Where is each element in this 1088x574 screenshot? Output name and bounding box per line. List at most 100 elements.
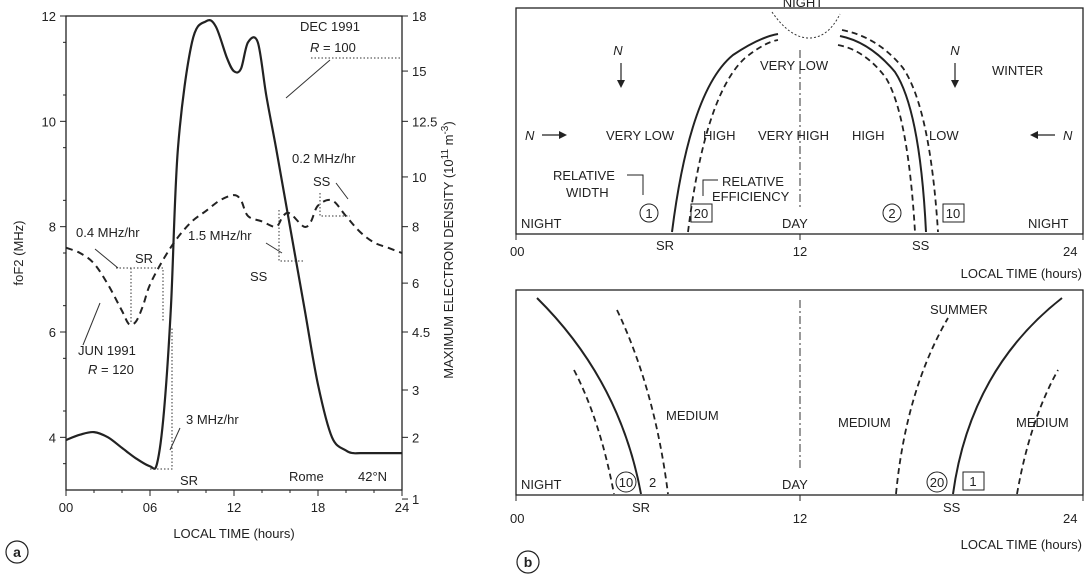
winter-night-top: NIGHT — [783, 0, 824, 10]
a-y-tick-label: 6 — [49, 325, 56, 340]
winter-season: WINTER — [992, 63, 1043, 78]
label-dec-1991: DEC 1991 — [300, 19, 360, 34]
guide-sr-jun-top — [116, 267, 164, 322]
label-ss-jun: SS — [313, 174, 331, 189]
summer-curve-right-dashed-outer — [895, 317, 949, 495]
winter-curve-right-solid — [839, 35, 927, 233]
winter-ss: SS — [912, 238, 930, 253]
label-sr-dec: SR — [180, 473, 198, 488]
winter-curve-left-solid — [671, 33, 779, 233]
winter-tick-24: 24 — [1063, 244, 1077, 259]
summer-box-1 — [962, 471, 985, 491]
a-x-tick-label: 12 — [227, 500, 241, 515]
summer-medium-2: MEDIUM — [838, 415, 891, 430]
winter-x-ticks — [515, 234, 1084, 240]
label-15-mhz: 1.5 MHz/hr — [188, 228, 252, 243]
summer-medium-3: MEDIUM — [1016, 415, 1069, 430]
a-x-tick-label: 18 — [311, 500, 325, 515]
winter-arrow-down-right-head — [951, 80, 959, 88]
panel-a-series — [65, 19, 403, 470]
summer-x-axis-title: LOCAL TIME (hours) — [961, 537, 1082, 552]
a-y2-tick-label: 15 — [412, 64, 426, 79]
winter-night-right: NIGHT — [1028, 216, 1069, 231]
winter-arrow-down-left-head — [617, 80, 625, 88]
a-y2-tick-label: 18 — [412, 9, 426, 24]
a-x-tick-label: 06 — [143, 500, 157, 515]
winter-box-10-text: 10 — [946, 206, 960, 221]
leader-jun — [82, 302, 101, 346]
leader-02 — [335, 182, 349, 200]
winter-box-10 — [942, 203, 965, 223]
winter-circle-1 — [639, 203, 659, 223]
panel-a-x-ticks: 00 06 12 18 24 — [59, 490, 409, 515]
a-y2-tick-label: 6 — [412, 276, 419, 291]
winter-relative-eff-1: RELATIVE — [722, 174, 784, 189]
a-y-tick-label: 8 — [49, 220, 56, 235]
a-y2-tick-label: 3 — [412, 383, 419, 398]
winter-n-top-left: N — [613, 43, 623, 58]
panel-a-x-axis-title: LOCAL TIME (hours) — [173, 526, 294, 541]
panel-b-label: b — [524, 554, 533, 570]
panel-a-y-ticks: 4 6 8 10 12 — [42, 9, 66, 465]
panel-a-badge — [5, 540, 29, 564]
label-dec-r: R = 100 — [310, 40, 356, 55]
guide-sr-dec — [150, 327, 173, 470]
winter-night-arc — [771, 11, 841, 39]
a-y2-tick-label: 8 — [412, 220, 419, 235]
summer-medium-1: MEDIUM — [666, 408, 719, 423]
a-series-dec-1991-line — [65, 19, 402, 470]
summer-night: NIGHT — [521, 477, 562, 492]
winter-tick-12: 12 — [793, 244, 807, 259]
summer-circle-10 — [615, 471, 637, 493]
panel-b-badge — [516, 550, 540, 574]
label-sr-jun: SR — [135, 251, 153, 266]
winter-relative-width-2: WIDTH — [566, 185, 609, 200]
winter-circle-1-text: 1 — [645, 206, 652, 221]
a-y-tick-label: 12 — [42, 9, 56, 24]
panel-a-y-axis-title: foF2 (MHz) — [11, 221, 26, 286]
winter-circle-2 — [882, 203, 902, 223]
winter-low-right: LOW — [929, 128, 959, 143]
leader-dec — [285, 59, 331, 99]
panel-a-leaders — [82, 59, 349, 451]
summer-season: SUMMER — [930, 302, 988, 317]
summer-circle-20 — [926, 471, 948, 493]
a-y2-tick-label: 12.5 — [412, 114, 437, 129]
label-jun-r: R = 120 — [88, 362, 134, 377]
label-jun-1991: JUN 1991 — [78, 343, 136, 358]
summer-tick-00: 00 — [510, 511, 524, 526]
winter-day: DAY — [782, 216, 808, 231]
panel-b-winter-diagram: 00 12 24 LOCAL TIME (hours) NIGHT N N N … — [510, 0, 1084, 281]
a-x-tick-label: 00 — [59, 500, 73, 515]
winter-curve-right-dashed-outer — [841, 29, 939, 233]
a-y2-tick-label: 4.5 — [412, 325, 430, 340]
winter-relative-eff-2: EFFICIENCY — [712, 189, 790, 204]
summer-x-ticks — [515, 495, 1084, 501]
winter-tick-00: 00 — [510, 244, 524, 259]
summer-box-1-text: 1 — [969, 474, 976, 489]
winter-relative-width-bracket — [627, 174, 644, 195]
label-rome: Rome — [289, 469, 324, 484]
a-y2-tick-label: 2 — [412, 430, 419, 445]
summer-sr: SR — [632, 500, 650, 515]
a-series-jun-1991-line — [65, 194, 403, 326]
winter-x-axis-title: LOCAL TIME (hours) — [961, 266, 1082, 281]
winter-relative-width-1: RELATIVE — [553, 168, 615, 183]
panel-a-guides — [116, 57, 402, 470]
summer-circle-10-text: 10 — [619, 475, 633, 490]
label-02-mhz: 0.2 MHz/hr — [292, 151, 356, 166]
winter-circle-2-text: 2 — [888, 206, 895, 221]
winter-box-20 — [690, 203, 713, 223]
winter-relative-eff-bracket — [702, 179, 718, 196]
panel-a-label: a — [13, 544, 21, 560]
summer-curve-left-solid — [536, 297, 642, 495]
panel-b-summer-diagram: 00 12 24 LOCAL TIME (hours) SUMMER MEDIU… — [510, 289, 1084, 574]
winter-curve-left-dashed — [687, 39, 779, 233]
summer-circle-20-text: 20 — [930, 475, 944, 490]
winter-n-left: N — [525, 128, 535, 143]
panel-a-y2-axis-title: MAXIMUM ELECTRON DENSITY (1011 m-3) — [440, 121, 456, 378]
a-x-tick-label: 24 — [395, 500, 409, 515]
winter-n-right: N — [1063, 128, 1073, 143]
